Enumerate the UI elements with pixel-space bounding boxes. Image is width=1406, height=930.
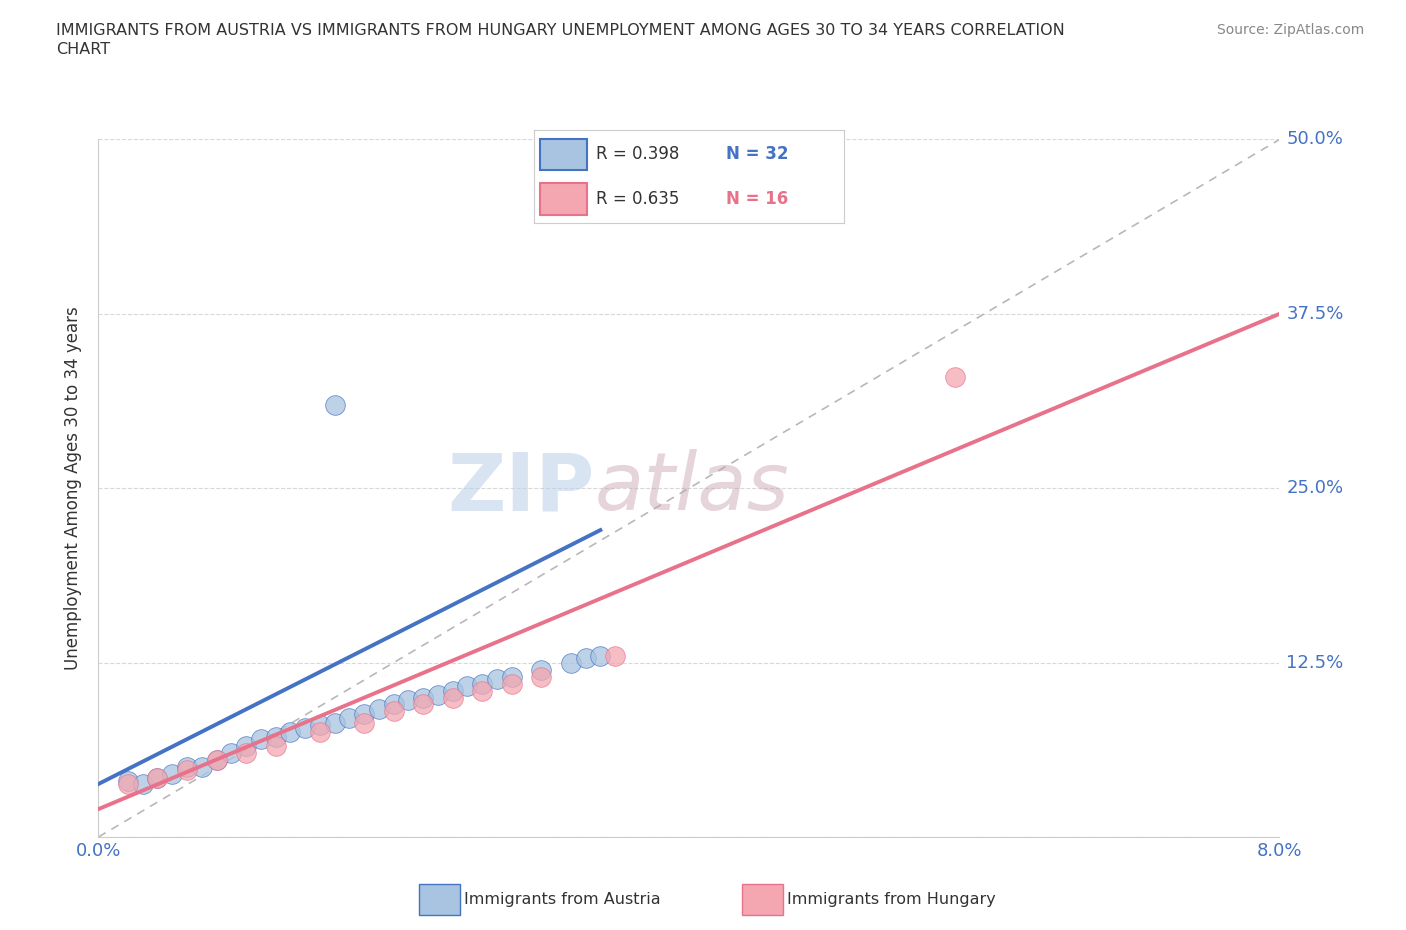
Point [589,648,612,663]
Text: R = 0.635: R = 0.635 [596,190,679,208]
Point [605,648,627,663]
Point [278,725,301,740]
Point [943,369,966,384]
Point [132,777,155,791]
Point [308,725,332,740]
Point [353,715,375,730]
Point [337,711,360,725]
Point [219,746,242,761]
Text: Immigrants from Hungary: Immigrants from Hungary [787,892,995,907]
Text: 37.5%: 37.5% [1286,305,1344,323]
Text: atlas: atlas [595,449,789,527]
Text: 50.0%: 50.0% [1286,130,1343,149]
Point [250,732,273,747]
Text: IMMIGRANTS FROM AUSTRIA VS IMMIGRANTS FROM HUNGARY UNEMPLOYMENT AMONG AGES 30 TO: IMMIGRANTS FROM AUSTRIA VS IMMIGRANTS FR… [56,23,1064,38]
Point [205,753,228,768]
Point [146,771,169,786]
Text: R = 0.398: R = 0.398 [596,145,679,164]
Point [574,651,596,666]
Point [501,670,523,684]
Text: Source: ZipAtlas.com: Source: ZipAtlas.com [1216,23,1364,37]
Text: Immigrants from Austria: Immigrants from Austria [464,892,661,907]
Point [412,698,434,712]
Point [353,707,375,722]
Text: CHART: CHART [56,42,110,57]
Point [382,704,405,719]
Point [308,718,332,733]
Point [471,683,494,698]
Point [485,671,508,686]
Point [264,738,287,753]
Text: N = 32: N = 32 [725,145,789,164]
Point [235,738,257,753]
Text: ZIP: ZIP [447,449,595,527]
FancyBboxPatch shape [540,139,586,170]
Text: N = 16: N = 16 [725,190,789,208]
Point [367,701,389,716]
Point [264,729,287,744]
Point [560,655,582,670]
Point [323,715,346,730]
Point [162,766,183,781]
Text: 25.0%: 25.0% [1286,479,1344,498]
Point [294,721,316,736]
Point [235,746,257,761]
Point [530,662,553,677]
Point [382,698,405,712]
Point [396,693,419,708]
Text: 12.5%: 12.5% [1286,654,1344,671]
Point [323,397,346,412]
Point [426,687,449,702]
FancyBboxPatch shape [540,183,586,215]
Point [176,763,198,777]
Point [441,690,464,705]
Point [456,679,478,694]
Point [530,670,553,684]
Point [117,777,139,791]
Point [191,760,214,775]
Point [412,690,434,705]
Point [501,676,523,691]
Point [176,760,198,775]
Point [146,771,169,786]
Point [441,683,464,698]
Point [471,676,494,691]
Point [117,774,139,789]
Y-axis label: Unemployment Among Ages 30 to 34 years: Unemployment Among Ages 30 to 34 years [65,306,83,671]
Point [205,753,228,768]
